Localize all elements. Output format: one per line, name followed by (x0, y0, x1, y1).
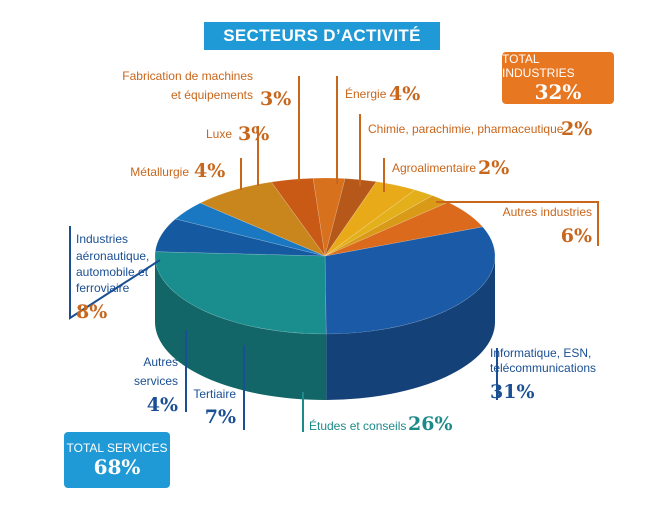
total-services-badge: TOTAL SERVICES 68% (64, 432, 170, 488)
pie-slice-6 (312, 177, 346, 257)
chart-title: SECTEURS D’ACTIVITÉ (204, 22, 440, 50)
pie-side-0 (326, 256, 496, 400)
pie-slice-4 (199, 181, 326, 257)
slice-value-9: 2% (561, 118, 592, 140)
slice-label-8: Énergie (345, 86, 387, 101)
pie-slice-8 (324, 181, 416, 257)
total-industries-label: TOTAL INDUSTRIES (502, 52, 575, 80)
pie-side-1 (155, 256, 327, 401)
slice-value-5: 4% (194, 160, 225, 182)
slice-label-2: Tertiaire (193, 387, 236, 401)
slice-value-11: 6% (561, 225, 592, 247)
slice-label-6: Luxe (206, 127, 232, 141)
leader-lines (69, 76, 599, 432)
slice-label-4-line-3: ferroviaire (76, 281, 130, 295)
pie-slice-5 (270, 177, 326, 257)
slice-label-1: Études et conseils (309, 418, 406, 433)
slice-label-5: Métallurgie (130, 165, 189, 179)
slice-labels: Informatique, ESN,télécommunications 31% É… (76, 69, 596, 435)
leader-line-11 (436, 201, 599, 246)
total-services-label: TOTAL SERVICES (66, 441, 168, 455)
slice-label-3-line-0: Autres (143, 355, 178, 369)
slice-label-7-line-1: et équipements (171, 88, 253, 102)
slice-label-3-line-1: services (134, 374, 178, 388)
slice-value-10: 2% (478, 157, 509, 179)
slice-value-2: 7% (205, 406, 236, 428)
total-industries-value: 32% (534, 80, 582, 104)
pie-top-group (154, 177, 496, 335)
slice-value-6: 3% (238, 123, 269, 145)
slice-value-1: 26% (408, 413, 453, 435)
leader-line-4 (69, 226, 161, 320)
slice-label-9: Chimie, parachimie, pharmaceutique (368, 122, 564, 136)
slice-label-0-line-1: télécommunications (490, 361, 596, 375)
total-industries-badge: TOTAL INDUSTRIES 32% (502, 52, 614, 104)
slice-value-4: 8% (76, 301, 107, 323)
slice-value-8: 4% (389, 83, 420, 105)
slice-label-10: Agroalimentaire (392, 161, 476, 175)
slice-label-4-line-1: aéronautique, (76, 249, 149, 263)
slice-label-4-line-0: Industries (76, 232, 128, 246)
pie-slice-1 (154, 251, 327, 335)
pie-slice-2 (154, 218, 326, 257)
slice-value-7: 3% (260, 88, 291, 110)
slice-value-3: 4% (147, 394, 178, 416)
slice-label-4-line-2: automobile et (76, 265, 149, 279)
slice-label-0-line-0: Informatique, ESN, (490, 346, 591, 360)
pie-slice-3 (174, 202, 326, 257)
slice-label-11: Autres industries (503, 205, 592, 219)
pie-slice-9 (324, 189, 434, 257)
pie-side-group (155, 256, 496, 401)
slice-value-0: 31% (490, 381, 535, 403)
total-services-value: 68% (93, 455, 141, 479)
slice-label-7-line-0: Fabrication de machines (122, 69, 253, 83)
pie-slice-0 (324, 226, 496, 335)
